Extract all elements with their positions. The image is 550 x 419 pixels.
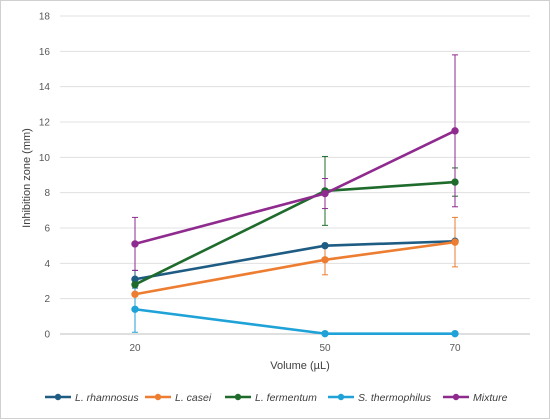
y-tick-label: 8 — [44, 188, 50, 199]
data-point-s-thermophilus — [131, 305, 139, 313]
legend-label: L. fermentum — [255, 392, 317, 404]
y-axis-title: Inhibition zone (mm) — [21, 128, 33, 228]
legend-marker — [154, 393, 162, 401]
y-axis-ticks: 0 2 4 6 8 10 12 14 16 18 — [39, 12, 51, 341]
y-tick-label: 12 — [39, 118, 51, 129]
x-tick-label: 50 — [319, 343, 331, 354]
series-lines — [134, 129, 456, 335]
y-tick-label: 14 — [39, 82, 51, 93]
gridlines — [60, 15, 530, 335]
legend-item-l-fermentum: L. fermentum — [225, 392, 317, 404]
data-point-mixture — [131, 240, 139, 248]
data-point-s-thermophilus — [451, 329, 459, 338]
y-tick-label: 2 — [44, 294, 50, 305]
data-point-l-casei — [451, 238, 459, 246]
series-line-mixture — [134, 129, 456, 246]
legend-marker — [337, 393, 345, 401]
legend-item-mixture: Mixture — [443, 392, 508, 404]
legend-item-l-rhamnosus: L. rhamnosus — [45, 392, 139, 404]
series-line-s-thermophilus — [134, 307, 455, 335]
x-tick-label: 70 — [449, 343, 461, 354]
y-tick-label: 6 — [44, 224, 50, 235]
y-tick-label: 18 — [39, 12, 51, 23]
legend-marker — [234, 393, 242, 401]
legend-label: L. rhamnosus — [75, 392, 139, 404]
y-tick-label: 4 — [44, 259, 50, 270]
legend-marker — [54, 393, 62, 401]
data-point-mixture — [321, 189, 329, 198]
data-point-l-rhamnosus — [321, 241, 329, 250]
data-point-l-fermentum — [451, 178, 459, 186]
y-tick-label: 10 — [39, 153, 51, 164]
legend: L. rhamnosus L. casei L. fermentum S. therm… — [45, 392, 508, 404]
data-point-l-casei — [131, 290, 139, 298]
legend-item-s-thermophilus: S. thermophilus — [328, 392, 432, 404]
legend-marker — [452, 393, 460, 401]
legend-label: L. casei — [175, 392, 212, 404]
legend-label: S. thermophilus — [358, 392, 432, 404]
x-tick-label: 20 — [129, 343, 141, 354]
y-tick-label: 16 — [39, 47, 51, 58]
series-line-l-fermentum — [134, 180, 456, 286]
data-point-s-thermophilus — [321, 329, 329, 338]
data-point-mixture — [451, 127, 459, 135]
error-bars — [132, 54, 458, 333]
legend-label: Mixture — [473, 392, 508, 404]
y-tick-label: 0 — [44, 330, 50, 341]
legend-item-l-casei: L. casei — [145, 392, 212, 404]
x-axis-ticks: 20 50 70 — [129, 343, 461, 354]
x-axis-title: Volume (µL) — [270, 360, 330, 372]
series-points — [131, 127, 459, 338]
data-point-l-casei — [321, 256, 329, 264]
data-point-l-fermentum — [131, 280, 139, 289]
